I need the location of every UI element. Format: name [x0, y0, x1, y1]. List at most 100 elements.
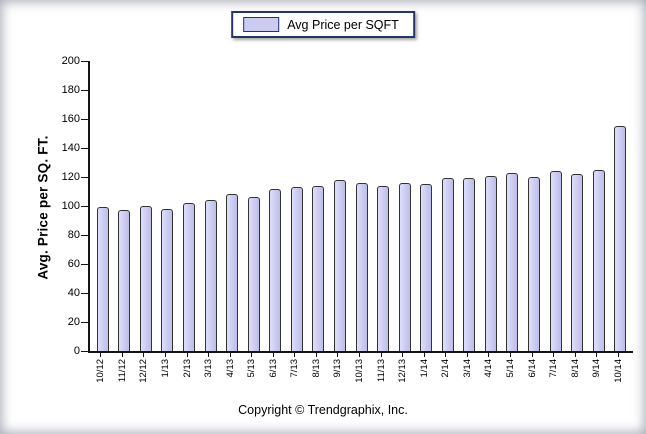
y-tick-mark: [81, 118, 88, 120]
x-slot: 6/13: [263, 353, 285, 383]
bar-12/12: [139, 206, 152, 351]
x-tick-mark: [143, 353, 145, 357]
bar-5/14: [506, 172, 519, 351]
y-tick-mark: [81, 176, 88, 178]
bar-3/14: [463, 178, 476, 351]
x-slot: 4/13: [219, 353, 241, 383]
bar-10/14: [614, 126, 627, 351]
x-slot: 9/14: [586, 353, 608, 383]
x-tick-mark: [251, 353, 253, 357]
y-tick-label: 20: [67, 316, 80, 328]
x-slot: 2/14: [435, 353, 457, 383]
bar-10/13: [355, 182, 368, 351]
x-tick-mark: [402, 353, 404, 357]
bar-slot: [394, 182, 416, 351]
x-axis-labels: 10/12 11/12 12/12 1/13 2/13 3/13 4/13 5/13 6/13 7…: [88, 353, 631, 383]
bar-series: [90, 61, 633, 351]
x-slot: 10/14: [608, 353, 630, 383]
bar-slot: [502, 172, 524, 351]
y-tick-mark: [81, 60, 88, 62]
x-slot: 11/12: [112, 353, 134, 383]
bar-slot: [286, 187, 308, 351]
x-tick-label: 2/13: [181, 359, 193, 378]
y-tick-mark: [81, 205, 88, 207]
bar-4/13: [226, 194, 239, 351]
x-slot: 6/14: [521, 353, 543, 383]
y-tick-label: 180: [61, 84, 80, 96]
x-tick-mark: [466, 353, 468, 357]
x-tick-mark: [380, 353, 382, 357]
x-tick-label: 5/14: [504, 359, 516, 378]
x-tick-mark: [509, 353, 511, 357]
x-tick-label: 4/14: [483, 359, 495, 378]
x-tick-mark: [229, 353, 231, 357]
x-tick-mark: [337, 353, 339, 357]
x-slot: 1/14: [413, 353, 435, 383]
x-slot: 8/14: [564, 353, 586, 383]
bar-2/13: [183, 203, 196, 351]
x-tick-mark: [121, 353, 123, 357]
bar-2/14: [441, 178, 454, 351]
bar-slot: [200, 200, 222, 351]
x-tick-label: 5/13: [246, 359, 258, 378]
bar-slot: [308, 185, 330, 351]
y-tick-label: 140: [61, 142, 80, 154]
x-slot: 1/13: [155, 353, 177, 383]
bar-slot: [221, 194, 243, 351]
bar-6/14: [528, 177, 541, 351]
y-tick-mark: [81, 234, 88, 236]
x-tick-label: 9/14: [591, 359, 603, 378]
x-tick-label: 8/14: [569, 359, 581, 378]
x-slot: 4/14: [478, 353, 500, 383]
x-tick-mark: [445, 353, 447, 357]
bar-slot: [459, 178, 481, 351]
x-tick-mark: [553, 353, 555, 357]
x-slot: 12/12: [133, 353, 155, 383]
y-tick-mark: [81, 147, 88, 149]
y-tick-mark: [81, 89, 88, 91]
x-tick-mark: [315, 353, 317, 357]
x-tick-label: 12/12: [138, 359, 150, 383]
y-tick-label: 40: [67, 287, 80, 299]
bar-5/13: [247, 197, 260, 351]
x-tick-mark: [574, 353, 576, 357]
bar-12/13: [398, 182, 411, 351]
x-tick-label: 3/13: [203, 359, 215, 378]
y-tick-label: 160: [61, 113, 80, 125]
x-tick-label: 6/14: [526, 359, 538, 378]
x-tick-label: 6/13: [267, 359, 279, 378]
x-tick-mark: [294, 353, 296, 357]
bar-slot: [92, 207, 114, 351]
legend-swatch-icon: [243, 17, 280, 32]
bar-slot: [351, 182, 373, 351]
x-tick-mark: [488, 353, 490, 357]
bar-slot: [588, 169, 610, 351]
bar-slot: [437, 178, 459, 351]
bar-slot: [243, 197, 265, 351]
bar-slot: [545, 171, 567, 351]
plot-area: 0 20 40 60 80 100 120 140 160 180 200: [62, 55, 633, 357]
x-slot: 10/12: [90, 353, 112, 383]
bar-slot: [114, 210, 136, 351]
x-tick-label: 4/13: [224, 359, 236, 378]
legend-label: Avg Price per SQFT: [287, 17, 399, 32]
y-tick-label: 60: [67, 258, 80, 270]
x-tick-label: 10/14: [612, 359, 624, 383]
bar-8/14: [571, 174, 584, 351]
y-tick-label: 80: [67, 229, 80, 241]
y-tick-label: 100: [61, 200, 80, 212]
x-tick-mark: [272, 353, 274, 357]
bar-1/14: [420, 184, 433, 351]
x-slot: 7/13: [284, 353, 306, 383]
x-slot: 3/13: [198, 353, 220, 383]
x-tick-mark: [423, 353, 425, 357]
x-tick-mark: [100, 353, 102, 357]
x-tick-mark: [186, 353, 188, 357]
bar-9/14: [592, 169, 605, 351]
bar-slot: [523, 177, 545, 351]
x-slot: 7/14: [543, 353, 565, 383]
bar-slot: [480, 175, 502, 351]
bar-slot: [415, 184, 437, 351]
bar-slot: [265, 188, 287, 351]
